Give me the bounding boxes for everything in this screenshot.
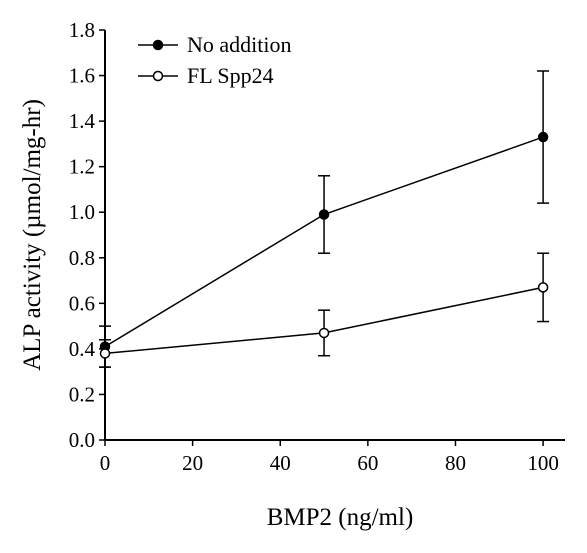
x-tick-label: 80 [445, 451, 466, 475]
data-point-fl-spp24 [537, 282, 549, 293]
y-tick-label: 0.4 [69, 337, 96, 361]
y-axis-title: ALP activity (µmol/mg-hr) [19, 99, 46, 371]
x-tick-label: 60 [357, 451, 378, 475]
y-tick-label: 1.0 [69, 200, 95, 224]
x-axis-title: BMP2 (ng/ml) [267, 504, 414, 531]
y-tick-label: 0.8 [69, 246, 95, 270]
axes [104, 30, 565, 441]
legend-label-no-addition: No addition [187, 32, 292, 57]
y-tick-label: 0.2 [69, 382, 95, 406]
legend-marker-fl-spp24 [152, 70, 164, 82]
series-fl-spp24 [99, 252, 550, 368]
y-tick-label: 0.6 [69, 291, 95, 315]
legend-marker-no-addition [152, 39, 164, 51]
y-tick-label: 1.4 [69, 109, 96, 133]
y-tick-label: 1.2 [69, 155, 95, 179]
data-point-fl-spp24 [318, 327, 330, 339]
data-point-no-addition [318, 209, 330, 220]
y-tick-label: 0.0 [69, 428, 95, 452]
y-tick-label: 1.6 [69, 64, 95, 88]
x-tick-label: 20 [182, 451, 203, 475]
data-point-no-addition [537, 131, 549, 143]
legend-label-fl-spp24: FL Spp24 [187, 63, 274, 88]
x-ticks: 0 20 40 60 80 100 [100, 440, 559, 475]
y-tick-label: 1.8 [69, 18, 95, 42]
legend: No addition FL Spp24 [138, 32, 292, 88]
series-layer [99, 70, 550, 368]
data-point-fl-spp24 [99, 348, 111, 359]
y-ticks: 0.0 0.2 0.4 0.6 0.8 1.0 1.2 1.4 1.6 1.8 [69, 18, 105, 452]
x-tick-label: 100 [527, 451, 559, 475]
x-tick-label: 40 [270, 451, 291, 475]
x-tick-label: 0 [100, 451, 111, 475]
